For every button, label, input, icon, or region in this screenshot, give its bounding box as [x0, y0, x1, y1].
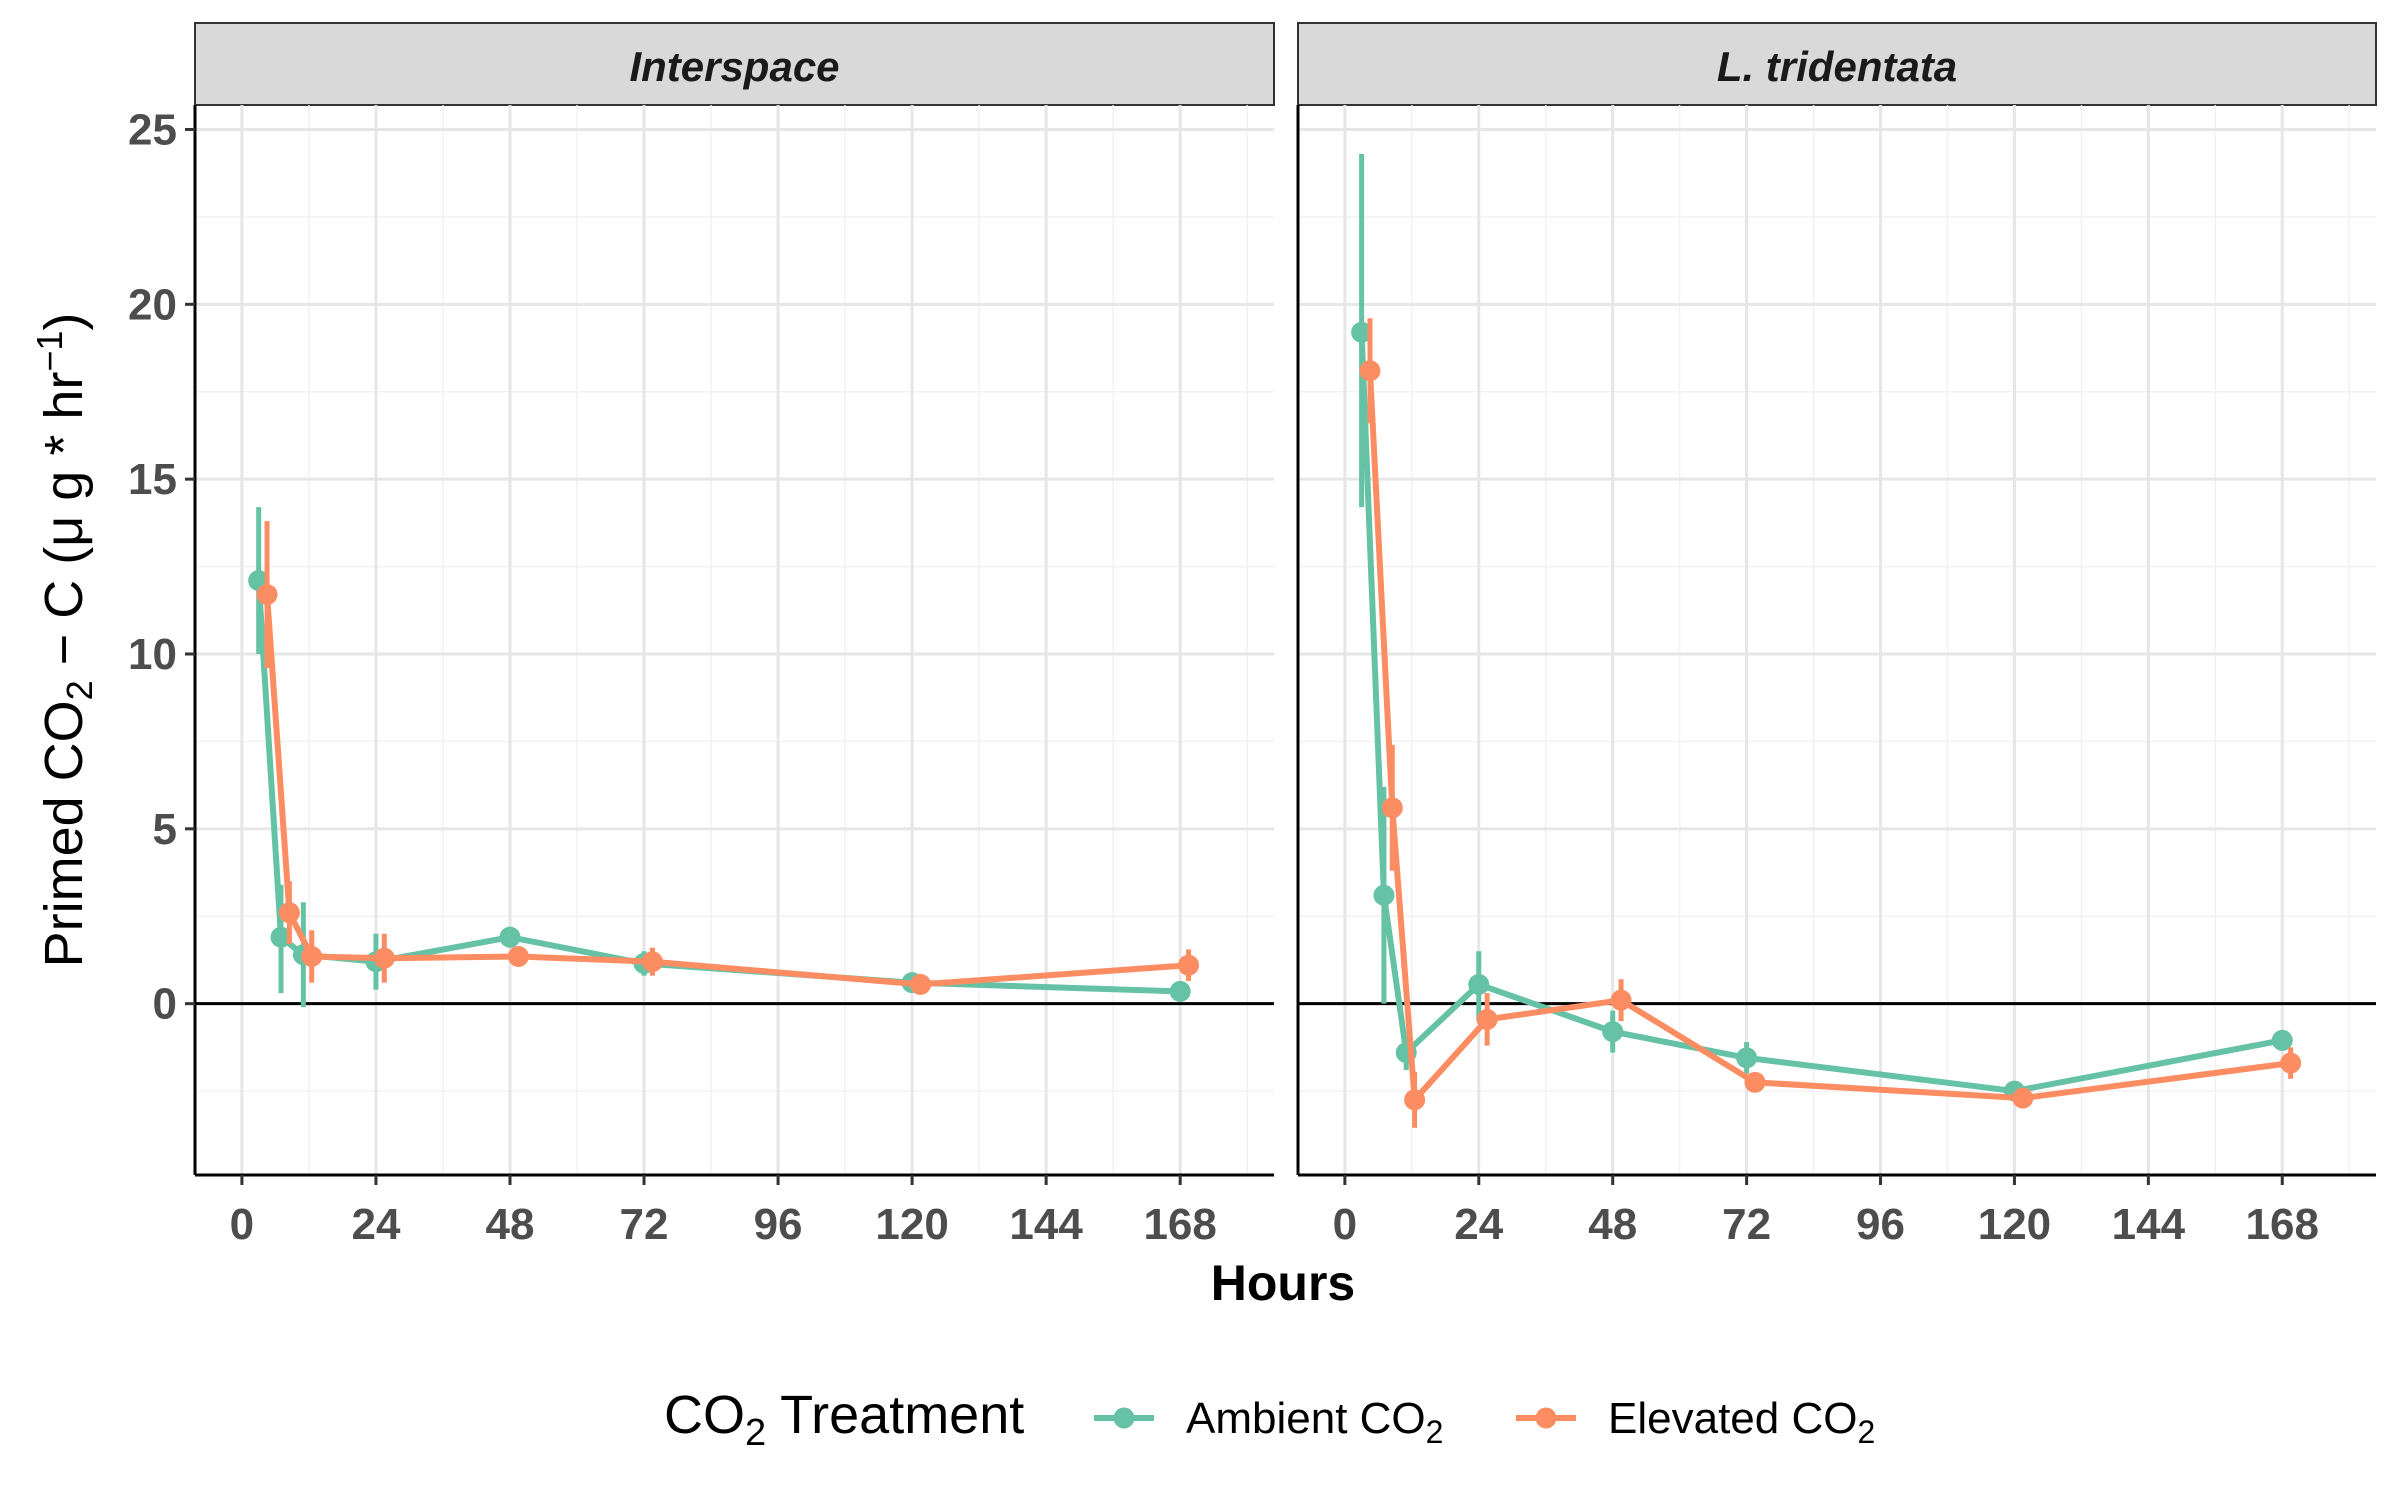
data-point [499, 926, 521, 948]
legend-label: Elevated CO2 [1608, 1394, 1875, 1450]
data-point [2271, 1029, 2293, 1051]
data-point [909, 973, 931, 995]
y-tick-label: 25 [128, 105, 177, 154]
legend-title: CO2 Treatment [664, 1385, 1024, 1454]
legend-label-text: Ambient CO [1186, 1394, 1426, 1443]
data-point [301, 945, 323, 967]
x-tick-label: 48 [1588, 1200, 1637, 1249]
data-point [1351, 321, 1373, 343]
legend-label: Ambient CO2 [1186, 1394, 1443, 1450]
y-axis-title-prefix: Primed CO [34, 700, 94, 967]
legend: CO2 Treatment Ambient CO2 Elevated CO2 [664, 1385, 1875, 1454]
series-1 [1351, 153, 2293, 1102]
data-point [278, 902, 300, 924]
facet-strip [194, 22, 1275, 106]
legend-label-subscript: 2 [1426, 1414, 1444, 1450]
data-point [1744, 1071, 1766, 1093]
data-point [1169, 980, 1191, 1002]
facet-strip-label: L. tridentata [1717, 43, 1957, 90]
legend-label-text: Elevated CO [1608, 1394, 1857, 1443]
legend-key-point [1535, 1407, 1557, 1429]
data-point [2280, 1052, 2302, 1074]
x-tick-label: 144 [1009, 1200, 1083, 1249]
y-axis-title-superscript: −1 [29, 331, 70, 372]
y-axis-title-middle: − C (μ g * hr [34, 372, 94, 681]
x-tick-label: 72 [620, 1200, 669, 1249]
x-tick-label: 144 [2112, 1200, 2186, 1249]
panel-2: L. tridentata 0 24 48 72 96 120 144 168 [1296, 22, 2377, 1249]
data-point [1359, 360, 1381, 382]
legend-title-text: CO [664, 1385, 745, 1445]
data-point [1404, 1089, 1426, 1111]
legend-key-point [1113, 1407, 1135, 1429]
facet-strip-label: Interspace [629, 43, 839, 90]
panels: Interspace 0 24 48 72 96 120 144 168 0 5 10 15 20 25 L.… [128, 22, 2377, 1249]
data-point [1736, 1047, 1758, 1069]
y-tick-label: 5 [153, 805, 177, 854]
x-tick-label: 0 [230, 1200, 254, 1249]
series-2 [1359, 318, 2302, 1128]
x-tick-label: 168 [2246, 1200, 2319, 1249]
series-1 [248, 507, 1191, 1008]
y-tick-label: 15 [128, 455, 177, 504]
y-tick-label: 20 [128, 280, 177, 329]
data-point [1610, 989, 1632, 1011]
facet-strip [1297, 22, 2377, 106]
series-2 [256, 521, 1200, 995]
legend-title-rest: Treatment [766, 1385, 1024, 1445]
data-point [256, 584, 278, 606]
data-point [641, 951, 663, 973]
x-tick-label: 96 [1856, 1200, 1905, 1249]
data-point [1602, 1021, 1624, 1043]
legend-entry-1: Ambient CO2 [1094, 1394, 1443, 1450]
y-tick-label: 10 [128, 630, 177, 679]
data-point [373, 947, 395, 969]
data-point [1468, 973, 1490, 995]
y-axis-title-subscript: 2 [59, 680, 100, 700]
data-point [1476, 1008, 1498, 1030]
series-line [1366, 370, 2292, 1103]
data-point [507, 945, 529, 967]
x-tick-label: 72 [1722, 1200, 1771, 1249]
data-point [2012, 1087, 2034, 1109]
x-axis-title: Hours [1211, 1255, 1355, 1311]
data-point [1178, 954, 1200, 976]
series-line [1358, 332, 2283, 1095]
y-tick-label: 0 [153, 980, 177, 1029]
x-tick-label: 168 [1143, 1200, 1216, 1249]
data-point [1373, 884, 1395, 906]
legend-entry-2: Elevated CO2 [1516, 1394, 1875, 1450]
y-axis-title: Primed CO2 − C (μ g * hr−1) [29, 313, 100, 968]
x-tick-label: 24 [1454, 1200, 1503, 1249]
data-point [1381, 797, 1403, 819]
x-tick-label: 120 [875, 1200, 948, 1249]
series-line [255, 580, 1181, 995]
x-tick-label: 120 [1978, 1200, 2051, 1249]
x-tick-label: 48 [486, 1200, 535, 1249]
legend-title-subscript: 2 [745, 1412, 766, 1454]
x-tick-label: 24 [351, 1200, 400, 1249]
x-tick-label: 96 [754, 1200, 803, 1249]
legend-label-subscript: 2 [1857, 1414, 1875, 1450]
panel-1: Interspace 0 24 48 72 96 120 144 168 0 5 10 15 20 25 [128, 22, 1275, 1249]
y-axis-title-suffix: ) [34, 313, 94, 331]
x-tick-label: 0 [1333, 1200, 1357, 1249]
data-point [270, 926, 292, 948]
